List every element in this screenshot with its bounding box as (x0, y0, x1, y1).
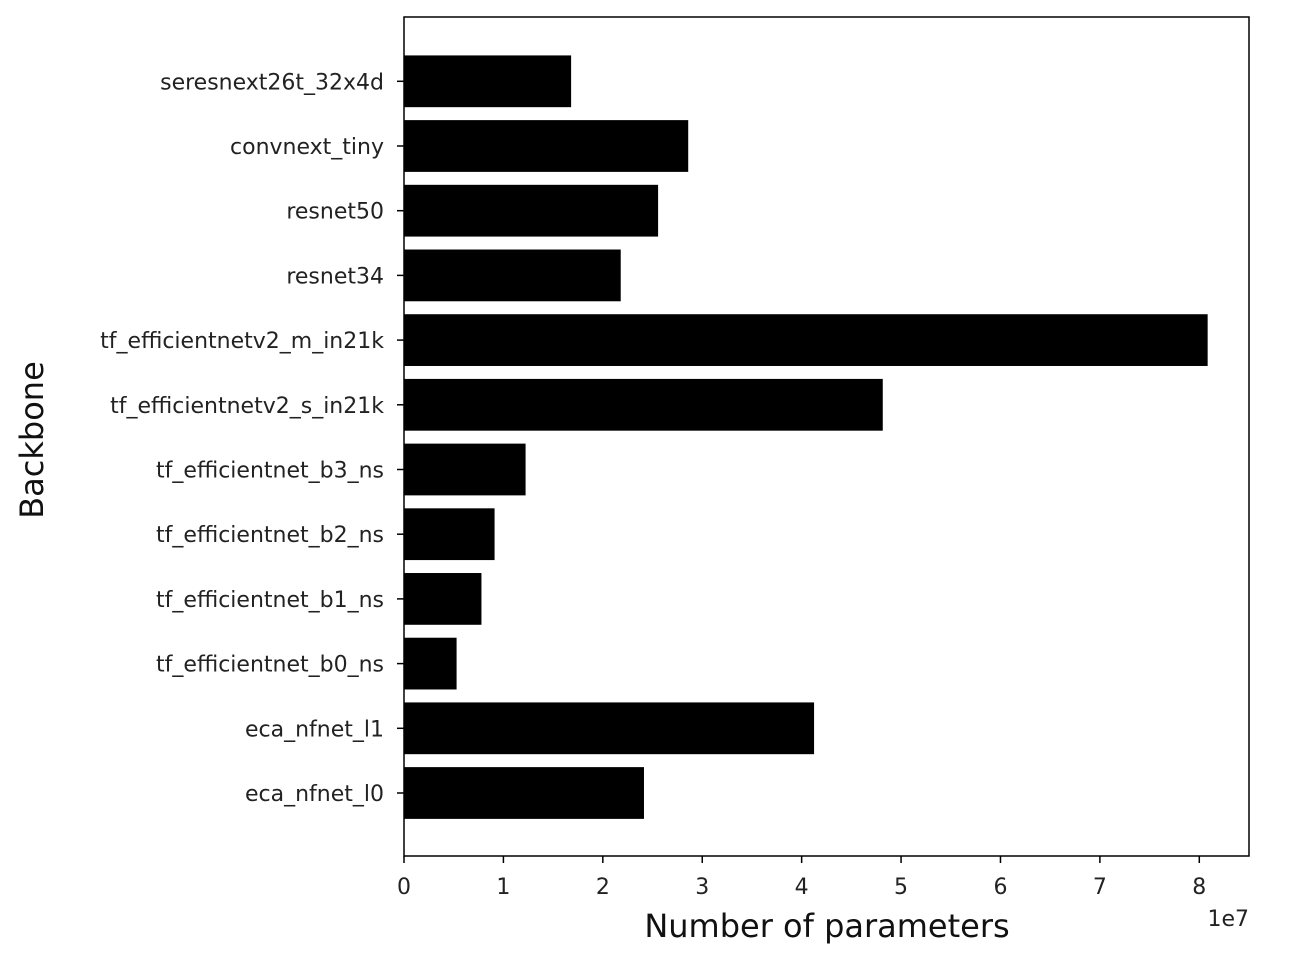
x-axis-title: Number of parameters (644, 907, 1009, 945)
y-tick-label: convnext_tiny (230, 135, 384, 160)
y-tick-label: tf_efficientnet_b2_ns (156, 523, 384, 548)
x-tick-label: 2 (596, 875, 610, 900)
y-tick-label: tf_efficientnet_b3_ns (156, 459, 384, 484)
x-axis-offset-label: 1e7 (1207, 907, 1249, 932)
bar-resnet50 (404, 184, 659, 237)
x-tick-label: 8 (1192, 875, 1206, 900)
x-tick-label: 4 (795, 875, 809, 900)
y-tick-label: tf_efficientnetv2_m_in21k (100, 329, 384, 354)
y-tick-label: eca_nfnet_l0 (245, 782, 384, 807)
x-tick-label: 5 (894, 875, 908, 900)
bar-tf_efficientnet_b0_ns (404, 637, 457, 690)
y-tick-label: tf_efficientnet_b1_ns (156, 588, 384, 613)
bar-resnet34 (404, 249, 621, 302)
plot-frame (403, 16, 1250, 857)
bar-tf_efficientnet_b1_ns (404, 573, 482, 625)
x-tick-label: 3 (695, 875, 709, 900)
bar-tf_efficientnet_b3_ns (404, 443, 526, 496)
y-axis-title: Backbone (13, 361, 51, 519)
y-tick-label: tf_efficientnetv2_s_in21k (110, 394, 384, 419)
y-tick-label: tf_efficientnet_b0_ns (156, 653, 384, 678)
bars (404, 55, 1208, 819)
bar-convnext_tiny (404, 120, 689, 172)
x-tick-label: 6 (993, 875, 1007, 900)
x-axis-ticks: 0 1 2 3 4 5 6 7 8 (397, 856, 1206, 900)
y-tick-label: resnet50 (286, 200, 384, 225)
x-tick-label: 1 (496, 875, 510, 900)
bar-tf_efficientnetv2_s_in21k (404, 378, 883, 431)
x-tick-label: 7 (1093, 875, 1107, 900)
bar-tf_efficientnetv2_m_in21k (404, 314, 1208, 366)
y-axis-ticks: eca_nfnet_l0 eca_nfnet_l1 tf_efficientnet_… (100, 70, 404, 807)
y-tick-label: resnet34 (286, 264, 384, 289)
bar-tf_efficientnet_b2_ns (404, 508, 495, 561)
bar-eca_nfnet_l1 (404, 702, 815, 755)
bar-eca_nfnet_l0 (404, 767, 644, 819)
bar-seresnext26t_32x4d (404, 55, 572, 108)
y-tick-label: seresnext26t_32x4d (160, 70, 384, 95)
y-tick-label: eca_nfnet_l1 (245, 717, 384, 742)
x-tick-label: 0 (397, 875, 411, 900)
